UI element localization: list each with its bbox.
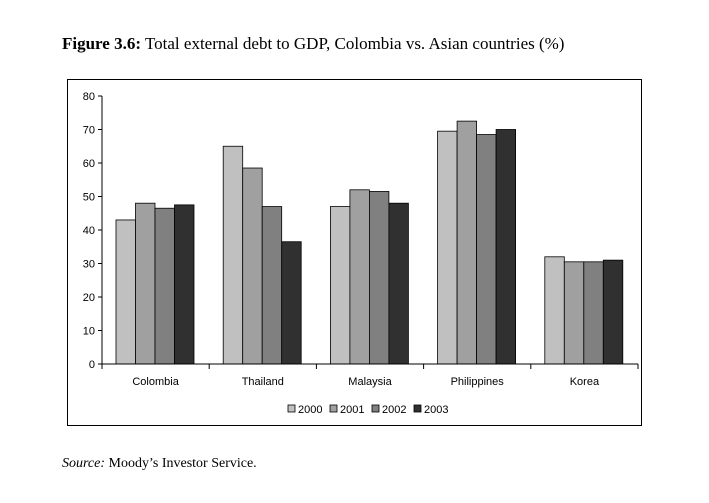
source-note: Source: Moody’s Investor Service.	[62, 456, 257, 472]
bar-2002-thailand	[261, 206, 283, 365]
figure-title-text: Total external debt to GDP, Colombia vs.…	[144, 34, 565, 53]
bar-2001-korea	[563, 261, 585, 365]
legend-label-2002: 2002	[382, 404, 406, 416]
bar-2002-philippines	[476, 134, 497, 365]
y-tick-label: 30	[83, 259, 95, 271]
chart-frame: 0 10 20 30 40 50 60 70 80 Colombia Thailand Malays…	[67, 79, 642, 426]
x-tick-label: Colombia	[132, 376, 179, 388]
legend-label-2003: 2003	[424, 404, 448, 416]
bar-2001-colombia	[135, 202, 156, 365]
bar-2000-korea	[544, 256, 565, 365]
legend-label-2001: 2001	[340, 404, 364, 416]
y-tick-label: 0	[89, 359, 95, 371]
bar-2002-colombia	[154, 207, 175, 365]
legend: 2000 2001 2002 2003	[287, 404, 448, 416]
bar-chart: 0 10 20 30 40 50 60 70 80 Colombia Thailand Malays…	[83, 91, 639, 416]
bar-2001-philippines	[456, 120, 478, 365]
bar-2003-philippines	[495, 129, 517, 365]
figure-title: Figure 3.6: Total external debt to GDP, …	[62, 34, 564, 54]
y-tick-label: 80	[83, 91, 95, 103]
legend-swatch-2000	[287, 404, 296, 413]
bars	[115, 120, 624, 365]
legend-swatch-2003	[413, 404, 422, 413]
bar-2003-malaysia	[388, 202, 409, 365]
x-axis: Colombia Thailand Malaysia Philippines Korea	[101, 363, 639, 388]
bar-2000-thailand	[222, 145, 244, 365]
bar-2003-colombia	[174, 204, 195, 365]
y-tick-label: 20	[83, 292, 95, 304]
y-tick-label: 10	[83, 326, 95, 338]
bar-2002-malaysia	[368, 191, 390, 365]
bar-2000-philippines	[437, 130, 458, 365]
y-tick-label: 50	[83, 192, 95, 204]
bar-2000-colombia	[115, 219, 136, 365]
source-label: Source:	[62, 456, 106, 471]
bar-2001-malaysia	[349, 189, 370, 365]
legend-label-2000: 2000	[298, 404, 322, 416]
x-tick-label: Korea	[570, 376, 600, 388]
x-tick-label: Philippines	[451, 376, 505, 388]
bar-2003-thailand	[281, 241, 302, 365]
y-tick-label: 70	[83, 125, 95, 137]
bar-2003-korea	[602, 259, 624, 365]
y-axis: 0 10 20 30 40 50 60 70 80	[83, 91, 103, 371]
x-tick-label: Malaysia	[348, 376, 392, 388]
legend-swatch-2002	[371, 404, 380, 413]
bar-2001-thailand	[242, 167, 263, 365]
x-tick-label: Thailand	[242, 376, 284, 388]
y-tick-label: 60	[83, 158, 95, 170]
bar-2002-korea	[583, 261, 604, 365]
figure-label: Figure 3.6:	[62, 34, 142, 53]
legend-swatch-2001	[329, 404, 338, 413]
y-tick-label: 40	[83, 225, 95, 237]
source-text: Moody’s Investor Service.	[108, 456, 257, 471]
bar-2000-malaysia	[329, 206, 351, 365]
